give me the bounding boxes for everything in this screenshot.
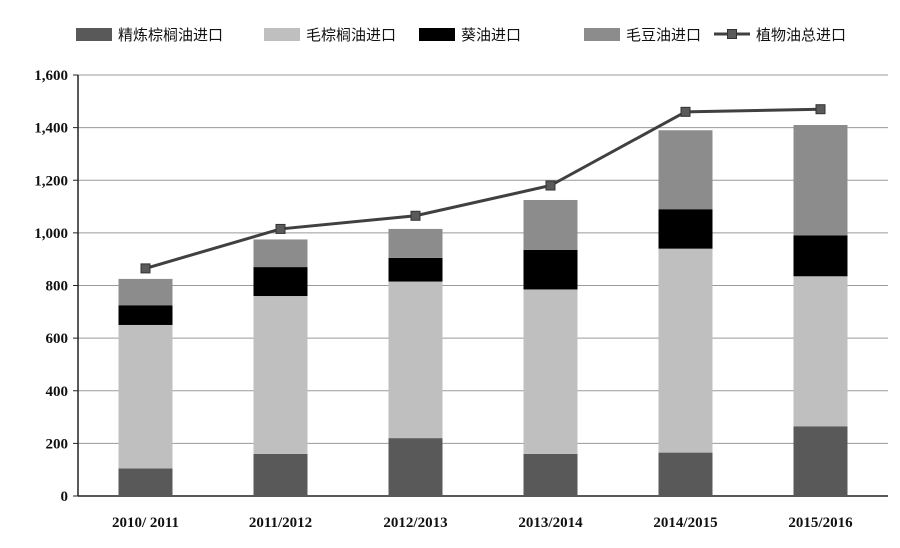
- bar-segment: [658, 248, 713, 453]
- y-tick-label: 600: [46, 331, 69, 347]
- bar-segment: [793, 276, 848, 427]
- total-line: [140, 104, 826, 274]
- bar-segment: [253, 239, 308, 268]
- y-tick-label: 1,000: [34, 226, 68, 242]
- bar-segment: [658, 452, 713, 496]
- line-point-marker: [680, 106, 691, 117]
- legend-swatch: [264, 28, 300, 41]
- bar-segment: [523, 199, 578, 250]
- line-point-marker: [410, 210, 421, 221]
- line-point-marker: [140, 263, 151, 274]
- bar-segment: [793, 124, 848, 236]
- x-tick-label: 2013/2014: [518, 515, 583, 531]
- chart-legend: 精炼棕榈油进口 毛棕榈油进口 葵油进口 毛豆油进口 植物油总进口: [76, 26, 846, 44]
- legend-label: 毛豆油进口: [626, 26, 701, 44]
- y-tick-label: 800: [46, 279, 69, 295]
- bar-segment: [118, 468, 173, 496]
- legend-swatch: [419, 28, 455, 41]
- y-tick-label: 200: [46, 436, 69, 452]
- bars: [118, 124, 848, 496]
- x-tick-label: 2014/2015: [653, 515, 717, 531]
- legend-label: 植物油总进口: [756, 26, 846, 44]
- x-axis: 2010/ 2011 2011/2012 2012/2013 2013/2014 201…: [112, 515, 853, 531]
- bar-segment: [793, 235, 848, 277]
- line-point-marker: [545, 180, 556, 191]
- line-point-marker: [275, 223, 286, 234]
- bar-segment: [658, 130, 713, 210]
- bar-segment: [118, 324, 173, 469]
- bar-segment: [523, 453, 578, 496]
- bar-segment: [118, 305, 173, 325]
- gridlines: [78, 74, 888, 497]
- y-tick-label: 1,400: [34, 121, 68, 137]
- bar-segment: [388, 257, 443, 282]
- bar-segment: [523, 289, 578, 454]
- legend-swatch: [584, 28, 620, 41]
- bar-segment: [388, 438, 443, 496]
- bar-segment: [658, 209, 713, 249]
- legend-label: 精炼棕榈油进口: [118, 26, 223, 44]
- bar-segment: [388, 281, 443, 439]
- x-tick-label: 2011/2012: [249, 515, 312, 531]
- legend-label: 葵油进口: [461, 26, 521, 44]
- y-tick-label: 1,600: [34, 68, 68, 84]
- total-series-line: [145, 107, 821, 270]
- legend-label: 毛棕榈油进口: [306, 26, 396, 44]
- bar-segment: [793, 426, 848, 496]
- legend-line-marker: [727, 29, 737, 39]
- bar-segment: [388, 228, 443, 258]
- x-tick-label: 2010/ 2011: [112, 515, 179, 531]
- y-tick-label: 0: [61, 489, 69, 505]
- bar-segment: [253, 296, 308, 454]
- bar-segment: [523, 249, 578, 290]
- line-point-marker: [815, 104, 826, 115]
- bar-segment: [253, 267, 308, 297]
- y-tick-label: 400: [46, 384, 69, 400]
- x-tick-label: 2012/2013: [383, 515, 447, 531]
- legend-swatch: [76, 28, 112, 41]
- bar-segment: [118, 278, 173, 306]
- y-tick-label: 1,200: [34, 173, 68, 189]
- bar-segment: [253, 453, 308, 496]
- x-tick-label: 2015/2016: [788, 515, 853, 531]
- y-axis: 0 200 400 600 800 1,000 1,200 1,400 1,600: [34, 68, 79, 505]
